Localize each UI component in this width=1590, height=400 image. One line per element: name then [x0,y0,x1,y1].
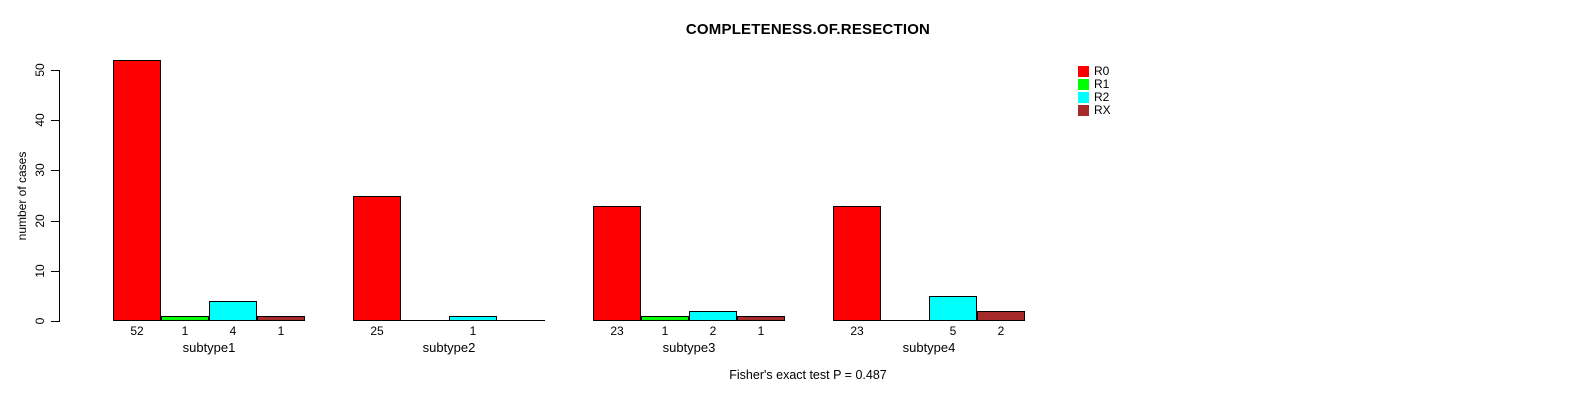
y-axis-tick-label: 30 [33,163,47,178]
bar-r0-subtype1 [113,60,161,321]
category-label: subtype3 [662,340,716,355]
stat-test-caption: Fisher's exact test P = 0.487 [729,368,887,382]
bar-value-label: 5 [949,324,957,338]
bar-value-label: 2 [709,324,717,338]
legend-swatch-r2 [1078,92,1089,103]
bar-value-label: 23 [850,324,864,338]
legend-row: R2 [1078,90,1111,104]
bar-value-label: 23 [610,324,624,338]
bar-rx-subtype1 [257,316,305,321]
bar-value-label: 1 [469,324,477,338]
bar-value-label: 52 [130,324,144,338]
y-axis-tick [51,70,59,71]
y-axis-tick-label: 50 [33,63,47,77]
bar-value-label: 4 [229,324,237,338]
y-axis-tick [51,120,59,122]
bar-r0-subtype2 [353,196,401,321]
legend-row: R0 [1078,64,1111,78]
y-axis-tick [51,321,59,322]
bar-r2-subtype4 [929,296,977,321]
category-label: subtype2 [422,340,476,355]
bar-value-label: 1 [757,324,765,338]
legend-swatch-r1 [1078,79,1089,90]
bar-value-label: 1 [277,324,285,338]
legend-label: R2 [1094,90,1110,104]
bar-rx-subtype4 [977,311,1025,321]
bar-r0-subtype3 [593,206,641,321]
chart-title: COMPLETENESS.OF.RESECTION [685,21,931,38]
bar-r2-subtype2 [449,316,497,321]
bar-value-label: 2 [997,324,1005,338]
category-label: subtype1 [182,340,236,355]
legend-row: R1 [1078,77,1111,91]
legend-row: RX [1078,103,1111,117]
legend-label: RX [1094,103,1111,117]
legend-swatch-r0 [1078,66,1089,77]
legend-label: R0 [1094,64,1110,78]
y-axis-tick-label: 0 [33,317,47,325]
legend: R0 R1 R2 RX [1078,64,1111,117]
legend-label: R1 [1094,77,1110,91]
y-axis-line [59,70,60,322]
bar-value-label: 1 [661,324,669,338]
bar-r2-subtype1 [209,301,257,321]
bar-r1-subtype1 [161,316,209,321]
y-axis-label: number of cases [15,151,29,241]
bar-value-label: 25 [370,324,384,338]
y-axis-tick-label: 20 [33,213,47,228]
y-axis-tick-label: 10 [33,264,47,278]
y-axis-tick [51,270,59,272]
y-axis-tick [51,170,59,172]
bar-rx-subtype3 [737,316,785,321]
bar-r1-subtype3 [641,316,689,321]
bar-r2-subtype3 [689,311,737,321]
y-axis-tick [51,220,59,222]
bar-value-label: 1 [181,324,189,338]
category-label: subtype4 [902,340,956,355]
y-axis-tick-label: 40 [33,113,47,127]
bar-r0-subtype4 [833,206,881,321]
legend-swatch-rx [1078,105,1089,116]
